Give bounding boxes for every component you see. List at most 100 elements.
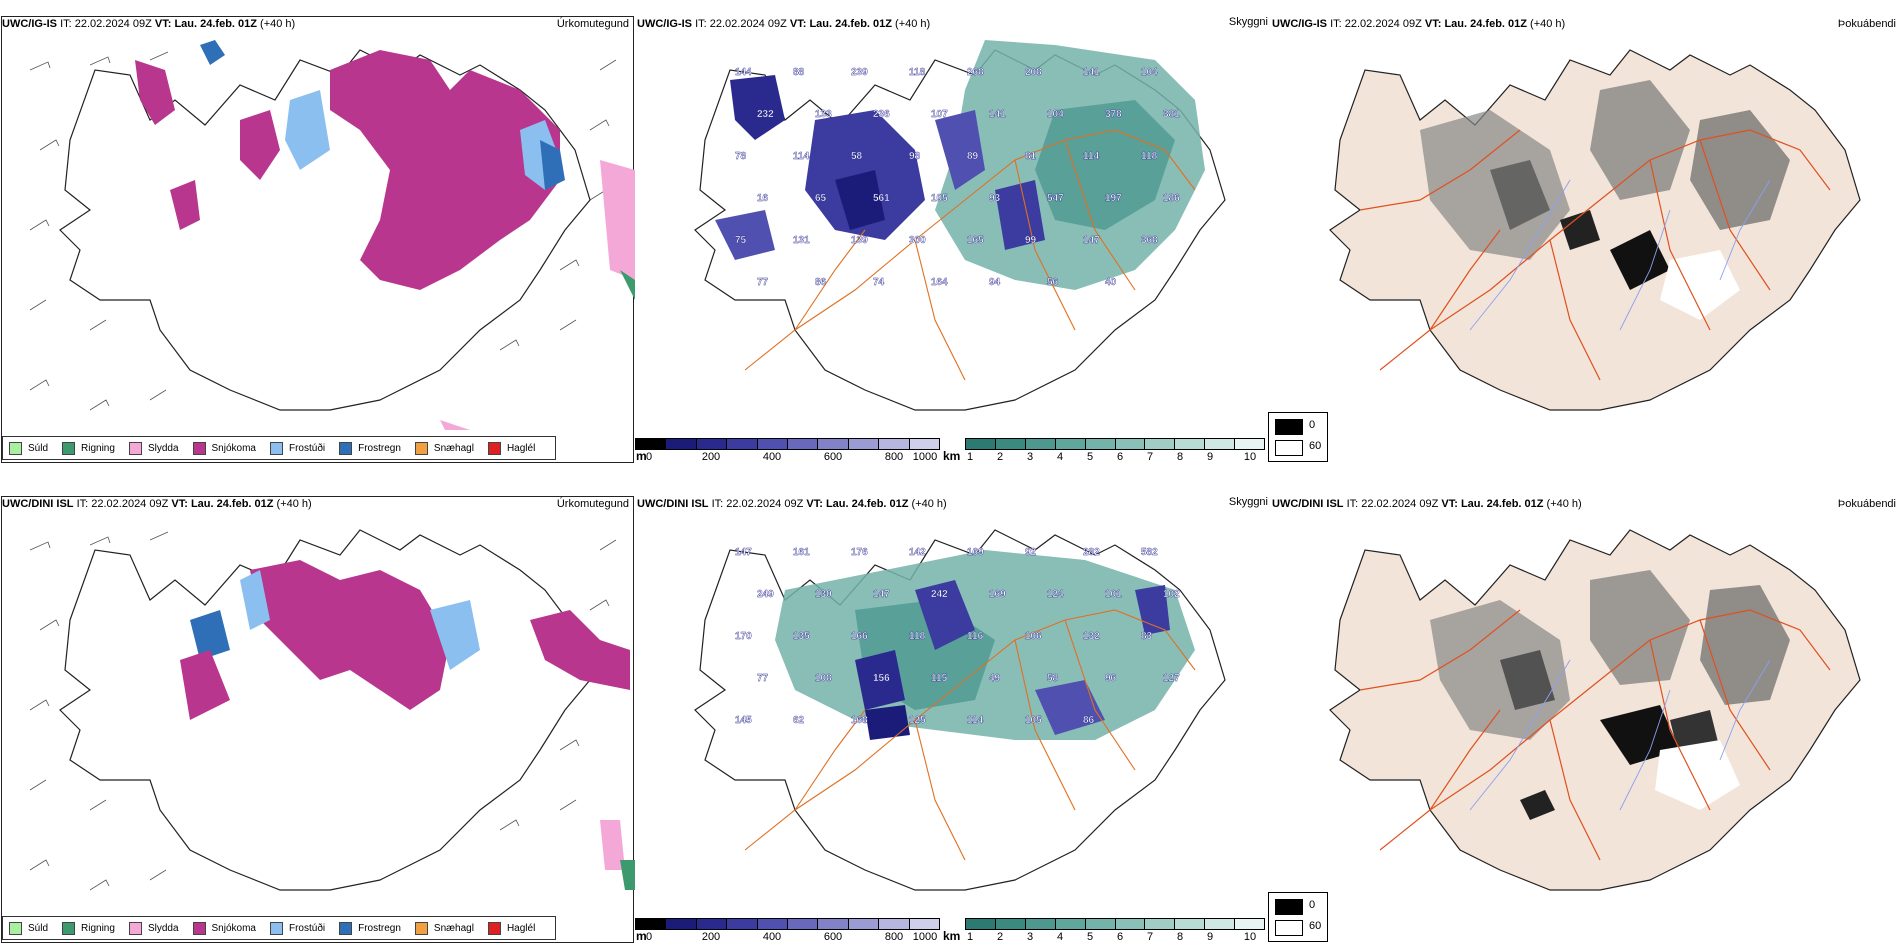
fog-key-high: 0 [1309, 419, 1316, 431]
panel-header: UWC/IG-IS IT: 22.02.2024 09Z VT: Lau. 24… [1272, 18, 1565, 30]
colorbar-ticks: 1 2 3 4 5 6 7 8 9 10 [965, 450, 1265, 464]
model-name: UWC/DINI ISL [2, 498, 74, 510]
panel-title: Þokuábendi [1837, 18, 1896, 30]
legend-swatch [487, 921, 501, 935]
legend-item: Rigning [62, 921, 115, 935]
cloud-base-label: 107 [931, 109, 948, 120]
legend-label: Slydda [147, 922, 179, 934]
cloud-base-label: 176 [851, 547, 868, 558]
panel-header: UWC/DINI ISL IT: 22.02.2024 09Z VT: Lau.… [1272, 498, 1582, 510]
legend-swatch [339, 441, 353, 455]
cloud-base-label: 58 [851, 151, 863, 162]
valid-time: Lau. 24.feb. 01Z [809, 18, 892, 30]
cloud-base-field [855, 580, 1170, 740]
road-network [1359, 609, 1831, 861]
tick-label: 10 [1243, 451, 1257, 463]
tick-label: 7 [1146, 931, 1154, 943]
cloud-base-label: 561 [873, 193, 890, 204]
valid-label: VT: [789, 18, 807, 30]
legend-swatch [269, 921, 283, 935]
cloud-base-label: 164 [931, 277, 948, 288]
legend-swatch [339, 921, 353, 935]
forecast-row-ig-is: UWC/IG-IS IT: 22.02.2024 09Z VT: Lau. 24… [0, 0, 1900, 470]
cloud-base-label: 83 [1141, 631, 1153, 642]
legend-label: Slydda [147, 442, 179, 454]
cloud-base-label: 16 [757, 193, 769, 204]
cloud-base-label: 78 [735, 151, 747, 162]
init-label: IT: [695, 18, 707, 30]
tick-label: 0 [645, 451, 653, 463]
visibility-colorbar: 1 2 3 4 5 6 7 8 9 10 [965, 438, 1265, 468]
fog-key-low: 60 [1309, 920, 1322, 932]
lead-time: (+40 h) [911, 498, 947, 510]
fog-index-map [1329, 529, 1861, 891]
legend-item: Slydda [128, 921, 179, 935]
cloud-base-label: 118 [909, 631, 926, 642]
tick-label: 1000 [912, 931, 938, 943]
cloud-base-label: 74 [873, 277, 885, 288]
cloud-base-label: 105 [1025, 715, 1042, 726]
cloud-base-label: 268 [967, 67, 984, 78]
cloud-base-label: 145 [735, 715, 752, 726]
cloud-base-label: 98 [909, 151, 921, 162]
precip-type-panel: UWC/DINI ISL IT: 22.02.2024 09Z VT: Lau.… [0, 480, 635, 950]
cloud-base-label: 208 [1025, 67, 1042, 78]
valid-time: Lau. 24.feb. 01Z [1444, 18, 1527, 30]
valid-time: Lau. 24.feb. 01Z [825, 498, 909, 510]
road-network [1359, 129, 1831, 381]
cloud-base-label: 49 [989, 673, 1001, 684]
tick-label: 800 [884, 451, 904, 463]
cloud-base-label: 58 [1047, 673, 1059, 684]
legend-label: Rigning [81, 922, 115, 934]
init-label: IT: [60, 18, 72, 30]
tick-label: 10 [1243, 931, 1257, 943]
legend-label: Frostregn [358, 442, 401, 454]
legend-label: Haglél [506, 442, 536, 454]
init-time: 22.02.2024 09Z [726, 498, 804, 510]
cloud-base-label: 114 [793, 151, 810, 162]
model-name: UWC/IG-IS [2, 18, 57, 30]
colorbar-cells [635, 438, 940, 450]
cloud-base-label: 368 [1141, 235, 1158, 246]
legend-item: Rigning [62, 441, 115, 455]
cloud-base-label: 381 [1163, 109, 1180, 120]
cloud-base-label: 547 [1047, 193, 1064, 204]
cloud-base-label: 115 [931, 673, 948, 684]
panel-header: UWC/DINI ISL IT: 22.02.2024 09Z VT: Lau.… [637, 498, 947, 510]
fog-field [1420, 80, 1790, 320]
cloud-base-label: 582 [1141, 547, 1158, 558]
road-network [744, 129, 1196, 381]
cloud-base-label: 65 [815, 193, 827, 204]
tick-label: 1000 [912, 451, 938, 463]
fog-index-key: 0 60 [1268, 892, 1328, 942]
valid-label: VT: [1424, 18, 1442, 30]
legend-swatch [62, 441, 76, 455]
cloud-base-label: 40 [1105, 277, 1117, 288]
tick-label: 4 [1056, 931, 1064, 943]
cloud-base-label: 62 [793, 715, 805, 726]
lead-time: (+40 h) [1530, 18, 1566, 30]
cloud-base-label: 161 [793, 547, 810, 558]
visibility-colorbar: 1 2 3 4 5 6 7 8 9 10 [965, 918, 1265, 948]
cloud-base-label: 242 [931, 589, 948, 600]
legend-item: Snæhagl [414, 921, 474, 935]
tick-label: 400 [762, 931, 782, 943]
cloud-base-label: 147 [1083, 235, 1100, 246]
colorbar-cells [635, 918, 940, 930]
panel-header: UWC/IG-IS IT: 22.02.2024 09Z VT: Lau. 24… [637, 18, 930, 30]
legend-label: Haglél [506, 922, 536, 934]
cloud-base-label: 147 [735, 547, 752, 558]
cloud-map: 147 161 176 142 169 92 282 582 249 130 147 242 169 12… [694, 529, 1226, 891]
cloud-base-label: 118 [1141, 151, 1158, 162]
cloud-base-label: 99 [1025, 235, 1037, 246]
panel-title: Úrkomutegund [556, 498, 629, 510]
legend-item: Súld [9, 921, 48, 935]
cloud-base-labels: 144 88 239 118 268 208 141 104 232 133 236 107 141 10… [735, 67, 1181, 288]
tick-label: 800 [884, 931, 904, 943]
tick-label: 5 [1086, 931, 1094, 943]
cloud-base-label: 142 [909, 547, 926, 558]
cloud-base-label: 75 [735, 235, 747, 246]
fog-key-high: 0 [1309, 899, 1316, 911]
fog-index-panel: UWC/DINI ISL IT: 22.02.2024 09Z VT: Lau.… [1270, 480, 1900, 950]
legend-swatch [62, 921, 76, 935]
